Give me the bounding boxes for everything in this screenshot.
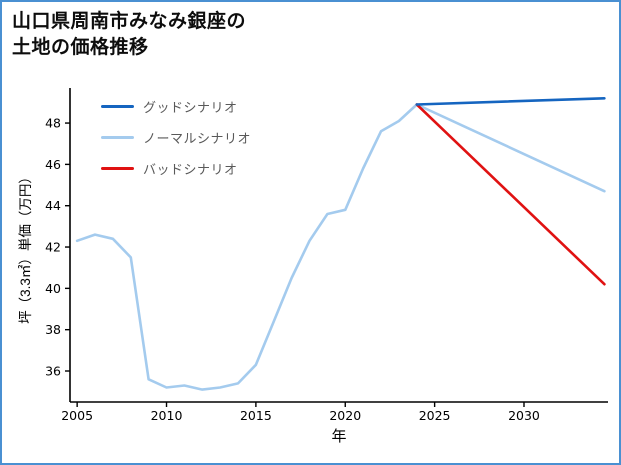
- svg-text:2025: 2025: [419, 408, 451, 423]
- x-axis-label: 年: [331, 428, 347, 445]
- bad-scenario-line-swatch: [101, 167, 134, 170]
- svg-text:42: 42: [45, 240, 61, 255]
- normal-scenario-line-swatch: [101, 136, 134, 139]
- y-axis-label: 坪（3.3㎡）単価（万円）: [18, 170, 33, 324]
- chart-title-line2: 土地の価格推移: [12, 36, 149, 58]
- good-scenario-label: グッドシナリオ: [143, 100, 238, 115]
- bad-scenario-label: バッドシナリオ: [143, 162, 238, 177]
- legend-item-bad-scenario: バッドシナリオ: [101, 159, 251, 178]
- legend-item-normal-scenario: ノーマルシナリオ: [101, 128, 251, 147]
- chart-title-line1: 山口県周南市みなみ銀座の: [12, 11, 247, 32]
- svg-text:2010: 2010: [151, 408, 183, 423]
- svg-text:2015: 2015: [240, 408, 272, 423]
- svg-text:46: 46: [45, 157, 61, 172]
- svg-text:40: 40: [45, 281, 61, 296]
- chart-title: 山口県周南市みなみ銀座の 土地の価格推移: [12, 9, 246, 60]
- normal-scenario-label: ノーマルシナリオ: [143, 131, 252, 146]
- svg-text:2005: 2005: [61, 408, 93, 423]
- svg-text:2030: 2030: [508, 408, 540, 423]
- good-scenario-line-swatch: [101, 105, 134, 108]
- svg-text:38: 38: [45, 322, 61, 337]
- svg-text:48: 48: [45, 116, 61, 131]
- svg-text:2020: 2020: [329, 408, 361, 423]
- chart-legend: グッドシナリオ ノーマルシナリオ バッドシナリオ: [101, 97, 251, 178]
- legend-item-good-scenario: グッドシナリオ: [101, 97, 251, 116]
- svg-text:36: 36: [45, 364, 61, 379]
- svg-text:44: 44: [45, 198, 61, 213]
